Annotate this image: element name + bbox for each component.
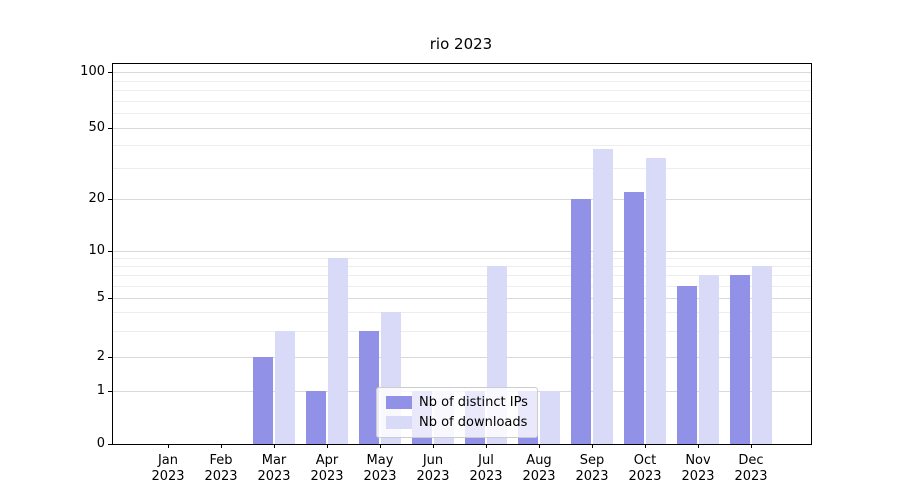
minor-gridline <box>113 266 811 268</box>
legend-item-downloads: Nb of downloads <box>386 415 528 430</box>
y-tick <box>108 128 112 129</box>
minor-gridline <box>113 145 811 147</box>
x-tick <box>751 444 752 448</box>
bar-distinct-ips <box>359 330 379 444</box>
y-tick-label: 0 <box>96 436 105 451</box>
y-tick <box>108 251 112 252</box>
minor-gridline <box>113 113 811 115</box>
x-tick <box>433 444 434 448</box>
y-tick <box>108 357 112 358</box>
x-tick-label: Jun 2023 <box>416 453 450 484</box>
x-tick-label: Aug 2023 <box>522 453 556 484</box>
bar-distinct-ips <box>624 191 644 444</box>
x-tick <box>698 444 699 448</box>
x-tick-label: Nov 2023 <box>681 453 715 484</box>
x-tick-label: Sep 2023 <box>575 453 609 484</box>
plot-area: Nb of distinct IPs Nb of downloads 0 1 2 5 1… <box>80 63 812 484</box>
x-tick-label: Apr 2023 <box>310 453 344 484</box>
bar-downloads <box>752 266 772 444</box>
y-tick-label: 2 <box>96 349 105 364</box>
major-gridline <box>113 357 811 358</box>
y-tick-label: 10 <box>88 243 105 258</box>
major-gridline <box>113 128 811 129</box>
x-tick <box>645 444 646 448</box>
bar-downloads <box>646 157 666 444</box>
major-gridline <box>113 298 811 299</box>
y-tick <box>108 298 112 299</box>
legend-swatch-downloads <box>386 416 412 429</box>
y-tick-label: 1 <box>96 383 105 398</box>
minor-gridline <box>113 167 811 169</box>
minor-gridline <box>113 100 811 102</box>
major-gridline <box>113 199 811 200</box>
minor-gridline <box>113 90 811 92</box>
minor-gridline <box>113 285 811 287</box>
bar-distinct-ips <box>571 199 591 444</box>
bar-downloads <box>328 258 348 444</box>
x-tick <box>274 444 275 448</box>
bar-downloads <box>275 330 295 444</box>
x-tick <box>592 444 593 448</box>
legend-item-distinct-ips: Nb of distinct IPs <box>386 395 528 410</box>
y-tick-label: 20 <box>88 191 105 206</box>
major-gridline <box>113 251 811 252</box>
x-tick-label: May 2023 <box>363 453 397 484</box>
x-tick <box>221 444 222 448</box>
minor-gridline <box>113 80 811 82</box>
x-tick <box>327 444 328 448</box>
bar-distinct-ips <box>253 357 273 444</box>
minor-gridline <box>113 275 811 277</box>
x-tick-label: Jan 2023 <box>151 453 185 484</box>
bar-distinct-ips <box>730 275 750 444</box>
x-tick <box>380 444 381 448</box>
minor-gridline <box>113 330 811 332</box>
x-tick-label: Jul 2023 <box>469 453 503 484</box>
minor-gridline <box>113 258 811 260</box>
bar-downloads <box>699 275 719 444</box>
x-tick-label: Dec 2023 <box>734 453 768 484</box>
minor-gridline <box>113 312 811 314</box>
x-tick-label: Oct 2023 <box>628 453 662 484</box>
y-tick <box>108 199 112 200</box>
legend-label-distinct-ips: Nb of distinct IPs <box>419 395 528 410</box>
x-tick <box>539 444 540 448</box>
y-tick-label: 5 <box>96 290 105 305</box>
major-gridline <box>113 72 811 73</box>
legend-label-downloads: Nb of downloads <box>419 415 528 430</box>
chart-title: rio 2023 <box>429 35 493 53</box>
y-tick-label: 50 <box>88 120 105 135</box>
y-tick <box>108 391 112 392</box>
bar-distinct-ips <box>677 285 697 444</box>
y-tick-label: 100 <box>80 64 105 79</box>
x-tick <box>168 444 169 448</box>
x-tick-label: Mar 2023 <box>257 453 291 484</box>
legend-swatch-distinct-ips <box>386 396 412 409</box>
bar-downloads <box>540 391 560 444</box>
x-tick <box>486 444 487 448</box>
y-tick <box>108 444 112 445</box>
legend: Nb of distinct IPs Nb of downloads <box>376 387 538 438</box>
bar-downloads <box>593 149 613 444</box>
bar-distinct-ips <box>306 391 326 444</box>
x-tick-label: Feb 2023 <box>204 453 238 484</box>
y-tick <box>108 72 112 73</box>
